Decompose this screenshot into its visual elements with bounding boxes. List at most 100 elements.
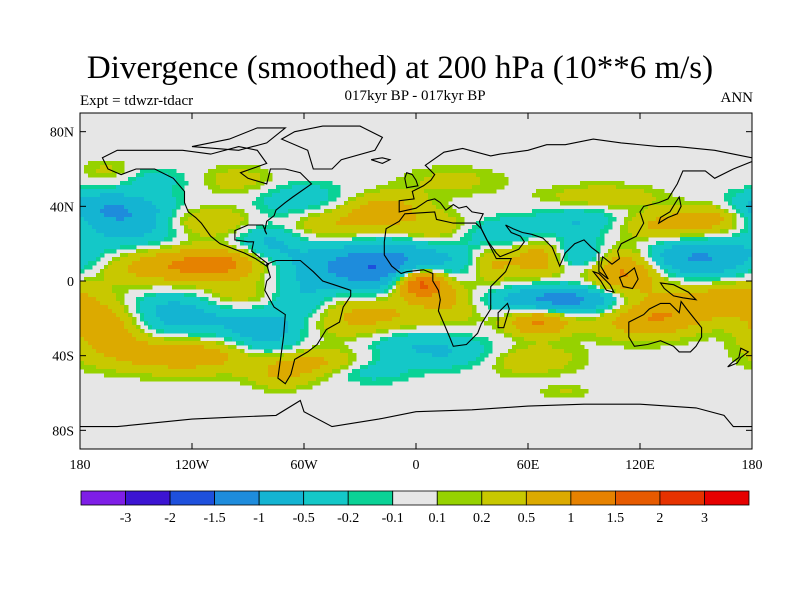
field-cell xyxy=(144,297,201,302)
field-cell xyxy=(248,297,261,302)
field-cell xyxy=(80,225,93,230)
field-cell xyxy=(136,309,141,314)
field-cell xyxy=(120,257,141,262)
field-cell xyxy=(308,381,321,386)
field-cell xyxy=(160,209,173,214)
field-cell xyxy=(112,309,125,314)
field-cell xyxy=(288,321,305,326)
field-cell xyxy=(412,169,493,174)
field-cell xyxy=(544,313,561,318)
field-cell xyxy=(208,185,221,190)
field-cell xyxy=(728,201,733,206)
field-cell xyxy=(80,333,133,338)
field-cell xyxy=(160,317,285,322)
colorbar-label: 1 xyxy=(567,511,574,526)
map-axes: 180 120W 60W 0 60E 120E 180 80N 40N 0 40S 80S xyxy=(50,113,763,473)
field-cell xyxy=(740,317,752,322)
field-cell xyxy=(216,373,233,378)
field-cell xyxy=(320,317,325,322)
field-cell xyxy=(216,177,261,182)
field-cell xyxy=(168,301,181,306)
field-cell xyxy=(148,333,153,338)
field-cell xyxy=(620,285,653,290)
field-cell xyxy=(280,337,301,342)
field-cell xyxy=(260,173,273,178)
field-cell xyxy=(620,237,649,242)
field-cell xyxy=(520,253,549,258)
field-cell xyxy=(284,353,349,358)
field-cell xyxy=(172,261,237,266)
field-cell xyxy=(600,313,605,318)
field-cell xyxy=(676,329,713,334)
field-cell xyxy=(328,261,405,266)
field-cell xyxy=(380,353,433,358)
field-cell xyxy=(312,229,453,234)
field-cell xyxy=(388,273,397,278)
field-cell xyxy=(376,185,421,190)
field-cell xyxy=(444,269,453,274)
field-cell xyxy=(748,201,752,206)
field-cell xyxy=(368,201,405,206)
field-cell xyxy=(292,261,329,266)
field-cell xyxy=(156,329,165,334)
field-cell xyxy=(572,357,589,362)
field-cell xyxy=(568,261,573,266)
field-cell xyxy=(624,329,677,334)
field-cell xyxy=(668,281,681,286)
field-cell xyxy=(740,345,752,350)
field-cell xyxy=(216,173,261,178)
field-cell xyxy=(432,293,457,298)
colorbar-label: 0.1 xyxy=(429,511,447,526)
field-cell xyxy=(664,257,689,262)
field-cell xyxy=(652,253,661,258)
field-cell xyxy=(172,285,197,290)
field-cell xyxy=(264,269,269,274)
field-cell xyxy=(616,241,637,246)
field-cell xyxy=(452,269,461,274)
field-cell xyxy=(648,249,653,254)
field-cell xyxy=(84,169,97,174)
colorbar-label: -0.5 xyxy=(293,511,315,526)
field-cell xyxy=(568,257,593,262)
field-cell xyxy=(548,309,557,314)
field-cell xyxy=(284,241,429,246)
field-cell xyxy=(144,313,157,318)
field-cell xyxy=(512,321,533,326)
field-cell xyxy=(100,301,121,306)
field-cell xyxy=(244,241,265,246)
field-cell xyxy=(336,301,345,306)
field-cell xyxy=(680,233,705,238)
field-cell xyxy=(560,245,565,250)
field-cell xyxy=(104,249,117,254)
field-cell xyxy=(672,265,737,270)
field-cell xyxy=(504,333,513,338)
field-cell xyxy=(248,245,253,250)
field-cell xyxy=(224,361,277,366)
field-cell xyxy=(380,337,389,342)
field-cell xyxy=(276,281,281,286)
field-cell xyxy=(560,337,613,342)
colorbar-swatch xyxy=(392,490,438,506)
field-cell xyxy=(140,309,157,314)
field-cell xyxy=(376,377,409,382)
field-cell xyxy=(264,349,273,354)
field-cell xyxy=(180,249,229,254)
field-cell xyxy=(312,345,349,350)
field-cell xyxy=(124,217,157,222)
field-cell xyxy=(256,381,309,386)
field-cell xyxy=(504,285,513,290)
colorbar-swatch xyxy=(570,490,616,506)
field-cell xyxy=(80,257,97,262)
field-cell xyxy=(416,293,433,298)
field-cell xyxy=(408,301,457,306)
field-cell xyxy=(472,337,489,342)
field-cell xyxy=(180,217,189,222)
field-cell xyxy=(276,289,281,294)
field-cell xyxy=(716,337,737,342)
field-cell xyxy=(136,297,145,302)
field-cell xyxy=(156,309,205,314)
field-cell xyxy=(484,349,493,354)
field-cell xyxy=(144,317,161,322)
field-cell xyxy=(628,221,649,226)
field-cell xyxy=(452,305,473,310)
